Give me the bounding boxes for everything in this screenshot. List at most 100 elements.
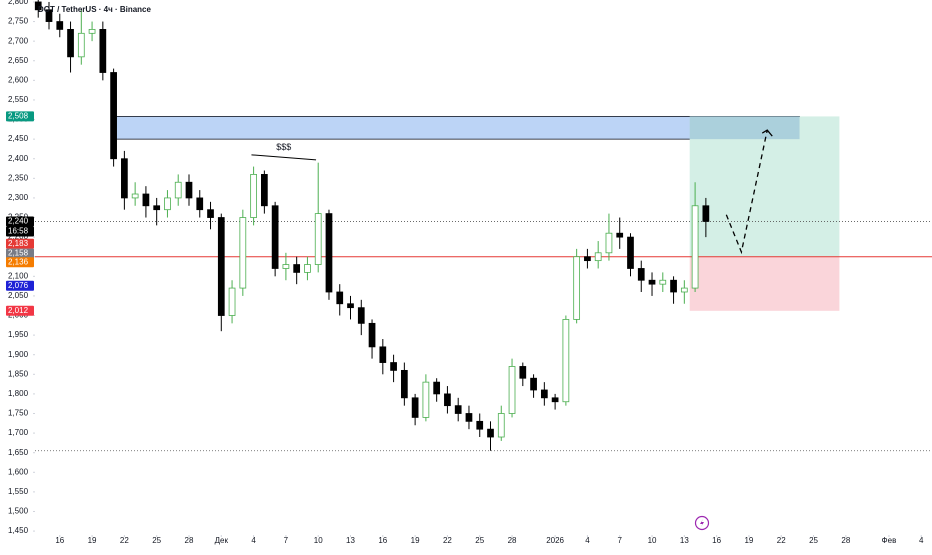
x-tick-label: 25 [475, 536, 484, 545]
x-tick-label: 13 [680, 536, 689, 545]
y-tick-label: 1,850 [8, 369, 29, 378]
price-label: 2,240 [8, 217, 29, 226]
candle-body [530, 377, 537, 391]
candle-body [702, 205, 710, 222]
candle-body [605, 232, 613, 254]
x-tick-label: 4 [919, 536, 924, 545]
x-tick-label: 4 [585, 536, 590, 545]
x-tick-label: 19 [744, 536, 753, 545]
zone-overlap [689, 116, 800, 140]
candle-body [261, 174, 268, 207]
candles [34, 0, 710, 451]
candle-body [627, 236, 634, 269]
x-tick-label: 7 [284, 536, 289, 545]
x-tick-label: 13 [346, 536, 355, 545]
x-tick-label: 2026 [546, 536, 564, 545]
candle-body [594, 252, 602, 262]
price-label-bg [6, 216, 34, 227]
y-tick-label: 2,800 [8, 0, 29, 6]
y-tick-label: 1,700 [8, 428, 29, 437]
price-label: 2,012 [8, 306, 29, 315]
price-label-sub-bg [6, 226, 34, 237]
candle-body [444, 393, 451, 407]
price-label: 2,136 [8, 257, 29, 266]
y-tick-label: 2,200 [8, 232, 29, 241]
candle-body [347, 303, 354, 309]
y-tick-label: 2,550 [8, 95, 29, 104]
y-tick-label: 1,800 [8, 389, 29, 398]
y-tick-label: 1,500 [8, 507, 29, 516]
y-tick-label: 2,450 [8, 134, 29, 143]
candle-body [540, 389, 548, 399]
candle-body [422, 381, 430, 418]
x-tick-label: 22 [777, 536, 786, 545]
candle-body [519, 366, 527, 379]
x-tick-label: 19 [411, 536, 420, 545]
y-tick-label: 1,900 [8, 350, 29, 359]
y-tick-label: 2,100 [8, 271, 29, 280]
zone [689, 256, 840, 311]
y-tick-label: 2,300 [8, 193, 29, 202]
candle-body [551, 397, 559, 403]
candle-body [400, 369, 408, 399]
y-tick-label: 2,600 [8, 75, 29, 84]
x-tick-label: 25 [809, 536, 818, 545]
price-label: 2,183 [8, 239, 29, 248]
candle-body [99, 28, 107, 73]
candle-body [476, 420, 484, 430]
candle-body [185, 181, 193, 199]
y-tick-label: 2,700 [8, 36, 29, 45]
annotation-line [251, 154, 317, 161]
candle-body [207, 209, 214, 218]
y-tick-label: 1,550 [8, 487, 29, 496]
candle-body [293, 264, 301, 273]
y-tick-label: 2,650 [8, 56, 29, 65]
candle-body [379, 346, 387, 363]
price-label: 2,508 [8, 112, 29, 121]
x-tick-label: 16 [55, 536, 64, 545]
candle-body [271, 205, 279, 269]
candle-body [164, 197, 171, 211]
icon-bolt[interactable] [700, 519, 704, 527]
x-tick-label: 16 [378, 536, 387, 545]
projection-path [725, 129, 768, 255]
y-tick-label: 1,450 [8, 526, 29, 535]
candle-body [239, 217, 247, 289]
candle-body [336, 291, 344, 305]
candle-body [508, 366, 516, 414]
price-label: 2,158 [8, 249, 29, 258]
candle-body [142, 193, 150, 207]
alert-icon[interactable] [694, 515, 710, 531]
icon-ring[interactable] [694, 515, 710, 531]
candle-body [368, 322, 376, 348]
price-label-bg [6, 280, 34, 291]
candle-body [196, 197, 204, 211]
chart-title: DOT / TetherUS · 4ч · Binance [38, 5, 152, 14]
candle-body [174, 181, 182, 199]
candle-body [573, 256, 581, 320]
candle-body [637, 268, 645, 281]
price-label: 2,076 [8, 281, 29, 290]
candle-body [648, 279, 656, 285]
y-tick-label: 1,650 [8, 448, 29, 457]
y-tick-label: 2,750 [8, 17, 29, 26]
candle-body [325, 213, 333, 293]
candle-body [691, 205, 699, 289]
candle-body [56, 21, 64, 30]
y-tick-label: 2,400 [8, 154, 29, 163]
price-label-bg [6, 305, 34, 316]
y-tick-label: 2,050 [8, 291, 29, 300]
candle-body [659, 279, 667, 285]
projection-arrowhead [761, 129, 773, 137]
price-label-bg [6, 238, 34, 249]
x-tick-label: 19 [88, 536, 97, 545]
overlays: $$$ [251, 129, 773, 255]
candle-body [497, 413, 505, 438]
x-tick-label: 16 [712, 536, 721, 545]
price-label-bg [6, 111, 34, 122]
candle-body [217, 217, 225, 316]
price-label-bg [6, 248, 34, 259]
candle-body [465, 413, 473, 422]
x-tick-label: 22 [120, 536, 129, 545]
